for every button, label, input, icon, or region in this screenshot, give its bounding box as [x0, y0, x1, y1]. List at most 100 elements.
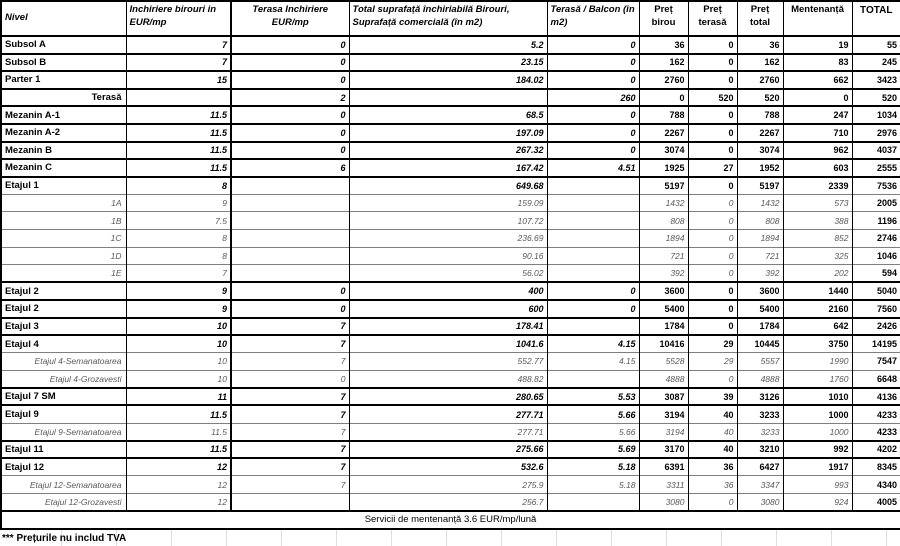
cell-value: 603	[782, 159, 853, 177]
cell-value: 852	[782, 229, 853, 248]
cell-value: 0	[546, 53, 640, 72]
cell-value: 5400	[638, 299, 689, 318]
row-label: Etajul 2	[0, 299, 127, 318]
table-row: Etajul 12-Semanatoarea 12 7 275.9 5.18 3311 36…	[0, 475, 900, 494]
cell-value	[546, 229, 640, 248]
cell-value: 0	[782, 88, 853, 107]
row-label: Mezanin A-1	[0, 106, 127, 124]
cell-value: 5.2	[348, 36, 548, 54]
table-row: Terasă 2 260 0 520 520 0 520	[0, 88, 900, 107]
col-header-nivel: Nivel	[0, 0, 127, 37]
header-row: Nivel Inchiriere birouri in EUR/mp Teras…	[0, 0, 900, 37]
cell-value	[546, 211, 640, 230]
table-row: Parter 1 15 0 184.02 0 2760 0 2760 662 3423	[0, 71, 900, 89]
cell-value: 1000	[782, 405, 853, 424]
cell-value: 0	[687, 247, 738, 265]
table-row: Etajul 12 12 7 532.6 5.18 6391 36 6427 1917 8345	[0, 458, 900, 476]
cell-value: 0	[546, 282, 640, 300]
col-header-terrace-balcony: Terasă / Balcon (în m2)	[546, 0, 640, 37]
cell-value: 1894	[736, 229, 784, 248]
cell-value: 2267	[736, 123, 784, 142]
cell-value: 594	[851, 264, 900, 283]
cell-value: 9	[125, 194, 232, 212]
table-row: Etajul 4-Semanatoarea 10 7 552.77 4.15 5528 29…	[0, 352, 900, 371]
cell-value: 0	[546, 299, 640, 318]
cell-value: 642	[782, 317, 853, 336]
cell-value: 10	[125, 352, 232, 371]
cell-value: 721	[638, 247, 689, 265]
cell-value: 993	[782, 475, 853, 494]
cell-value: 532.6	[348, 458, 548, 476]
cell-value: 2555	[851, 159, 900, 177]
cell-value: 7	[125, 36, 232, 54]
cell-value: 788	[638, 106, 689, 124]
cell-value: 3074	[736, 141, 784, 160]
cell-value: 107.72	[348, 211, 548, 230]
cell-value: 3233	[736, 423, 784, 441]
cell-value: 15	[125, 71, 232, 89]
row-label: Etajul 7 SM	[0, 387, 127, 406]
cell-value: 7536	[851, 176, 900, 195]
cell-value: 1010	[782, 387, 853, 406]
cell-value: 1784	[638, 317, 689, 336]
cell-value: 552.77	[348, 352, 548, 371]
cell-value: 39	[687, 387, 738, 406]
row-label: 1A	[0, 194, 127, 212]
table-row: Etajul 11 11.5 7 275.66 5.69 3170 40 3210 992 420…	[0, 440, 900, 459]
cell-value: 400	[348, 282, 548, 300]
cell-value: 275.66	[348, 440, 548, 459]
cell-value: 1046	[851, 247, 900, 265]
cell-value	[546, 370, 640, 388]
cell-value	[230, 264, 350, 283]
cell-value: 0	[687, 71, 738, 89]
cell-value: 4888	[638, 370, 689, 388]
cell-value: 0	[687, 36, 738, 54]
cell-value: 184.02	[348, 71, 548, 89]
cell-value: 2339	[782, 176, 853, 195]
cell-value: 162	[736, 53, 784, 72]
cell-value: 5.53	[546, 387, 640, 406]
cell-value: 9	[125, 282, 232, 300]
cell-value: 260	[546, 88, 640, 107]
cell-value: 0	[687, 53, 738, 72]
cell-value: 1894	[638, 229, 689, 248]
row-label: Mezanin B	[0, 141, 127, 160]
cell-value: 3423	[851, 71, 900, 89]
cell-value: 2005	[851, 194, 900, 212]
cell-value: 710	[782, 123, 853, 142]
cell-value	[230, 493, 350, 512]
cell-value: 36	[687, 475, 738, 494]
table-row: Mezanin A-2 11.5 0 197.09 0 2267 0 2267 710 2976	[0, 123, 900, 142]
cell-value: 3087	[638, 387, 689, 406]
cell-value: 29	[687, 335, 738, 353]
cell-value: 5.18	[546, 475, 640, 494]
cell-value: 4888	[736, 370, 784, 388]
cell-value: 1952	[736, 159, 784, 177]
cell-value: 11.5	[125, 106, 232, 124]
table-row: Etajul 12-Grozavesti 12 256.7 3080 0 3080 924 4…	[0, 493, 900, 512]
cell-value: 23.15	[348, 53, 548, 72]
cell-value	[546, 264, 640, 283]
cell-value: 83	[782, 53, 853, 72]
cell-value: 1925	[638, 159, 689, 177]
cell-value: 7	[230, 387, 350, 406]
cell-value: 2760	[736, 71, 784, 89]
cell-value: 3600	[736, 282, 784, 300]
table-row: Mezanin C 11.5 6 167.42 4.51 1925 27 1952 603 255…	[0, 159, 900, 177]
cell-value: 36	[736, 36, 784, 54]
cell-value: 0	[687, 299, 738, 318]
cell-value: 2746	[851, 229, 900, 248]
cell-value: 159.09	[348, 194, 548, 212]
cell-value: 11	[125, 387, 232, 406]
table-row: Etajul 7 SM 11 7 280.65 5.53 3087 39 3126 1010 41…	[0, 387, 900, 406]
cell-value: 202	[782, 264, 853, 283]
table-body: Subsol A 7 0 5.2 0 36 0 36 19 55 Subsol B 7 0 23.15 0 1…	[0, 36, 900, 512]
cell-value: 5.18	[546, 458, 640, 476]
cell-value: 5040	[851, 282, 900, 300]
cell-value: 325	[782, 247, 853, 265]
cell-value: 392	[638, 264, 689, 283]
cell-value: 40	[687, 405, 738, 424]
cell-value: 7	[230, 317, 350, 336]
col-header-total-area: Total suprafață închiriabilă Birouri, Su…	[348, 0, 548, 37]
